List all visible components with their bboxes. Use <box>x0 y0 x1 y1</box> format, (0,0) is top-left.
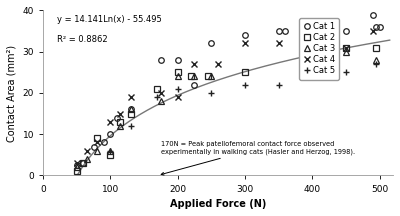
Cat 3 <box>158 100 163 103</box>
Cat 2 <box>94 137 99 140</box>
Cat 1 <box>158 59 163 61</box>
Cat 4 <box>192 63 197 65</box>
Cat 5 <box>209 92 214 94</box>
Cat 1 <box>370 13 375 16</box>
Cat 1 <box>101 141 106 144</box>
Cat 1 <box>283 30 288 32</box>
Cat 5 <box>310 71 315 74</box>
Cat 2 <box>206 75 210 78</box>
Cat 1 <box>81 162 86 164</box>
Cat 3 <box>128 108 133 111</box>
Line: Cat 1: Cat 1 <box>74 12 382 168</box>
Cat 1 <box>374 26 379 28</box>
Cat 3 <box>344 50 348 53</box>
Text: y = 14.141Ln(x) - 55.495: y = 14.141Ln(x) - 55.495 <box>57 15 162 24</box>
Cat 3 <box>84 158 89 160</box>
Cat 1 <box>91 145 96 148</box>
X-axis label: Applied Force (N): Applied Force (N) <box>170 199 266 209</box>
Cat 3 <box>94 149 99 152</box>
Cat 4 <box>216 63 220 65</box>
Cat 1 <box>108 133 113 135</box>
Cat 5 <box>175 87 180 90</box>
Cat 4 <box>310 42 315 45</box>
Cat 4 <box>276 42 281 45</box>
Cat 5 <box>128 125 133 127</box>
Cat 1 <box>175 59 180 61</box>
Cat 3 <box>374 59 379 61</box>
Cat 3 <box>175 75 180 78</box>
Cat 1 <box>74 164 79 167</box>
Line: Cat 3: Cat 3 <box>74 49 379 170</box>
Cat 4 <box>94 141 99 144</box>
Cat 3 <box>108 149 113 152</box>
Line: Cat 5: Cat 5 <box>107 61 380 154</box>
Cat 2 <box>189 75 194 78</box>
Cat 4 <box>118 112 123 115</box>
Cat 2 <box>242 71 247 74</box>
Cat 4 <box>108 121 113 123</box>
Cat 5 <box>374 63 379 65</box>
Cat 3 <box>209 75 214 78</box>
Cat 5 <box>108 149 113 152</box>
Cat 1 <box>115 116 120 119</box>
Cat 5 <box>344 71 348 74</box>
Cat 2 <box>175 71 180 74</box>
Cat 4 <box>344 46 348 49</box>
Cat 5 <box>276 83 281 86</box>
Line: Cat 2: Cat 2 <box>74 45 379 174</box>
Cat 1 <box>242 34 247 37</box>
Cat 2 <box>118 121 123 123</box>
Cat 2 <box>128 112 133 115</box>
Cat 4 <box>74 162 79 164</box>
Cat 4 <box>128 96 133 98</box>
Cat 1 <box>192 83 197 86</box>
Cat 1 <box>209 42 214 45</box>
Cat 1 <box>344 30 348 32</box>
Text: R² = 0.8862: R² = 0.8862 <box>57 35 108 44</box>
Cat 2 <box>344 46 348 49</box>
Cat 1 <box>276 30 281 32</box>
Y-axis label: Contact Area (mm²): Contact Area (mm²) <box>7 44 17 141</box>
Text: 170N = Peak patellofemoral contact force observed
experimentally in walking cats: 170N = Peak patellofemoral contact force… <box>161 141 355 175</box>
Cat 2 <box>108 154 113 156</box>
Cat 5 <box>155 96 160 98</box>
Cat 2 <box>155 87 160 90</box>
Cat 4 <box>370 30 375 32</box>
Cat 1 <box>128 108 133 111</box>
Legend: Cat 1, Cat 2, Cat 3, Cat 4, Cat 5: Cat 1, Cat 2, Cat 3, Cat 4, Cat 5 <box>299 18 339 79</box>
Line: Cat 4: Cat 4 <box>73 28 376 167</box>
Cat 4 <box>242 42 247 45</box>
Cat 3 <box>118 125 123 127</box>
Cat 4 <box>84 149 89 152</box>
Cat 2 <box>374 46 379 49</box>
Cat 4 <box>175 96 180 98</box>
Cat 2 <box>74 170 79 173</box>
Cat 5 <box>242 83 247 86</box>
Cat 3 <box>74 166 79 168</box>
Cat 2 <box>81 162 86 164</box>
Cat 3 <box>192 75 197 78</box>
Cat 4 <box>158 92 163 94</box>
Cat 1 <box>377 26 382 28</box>
